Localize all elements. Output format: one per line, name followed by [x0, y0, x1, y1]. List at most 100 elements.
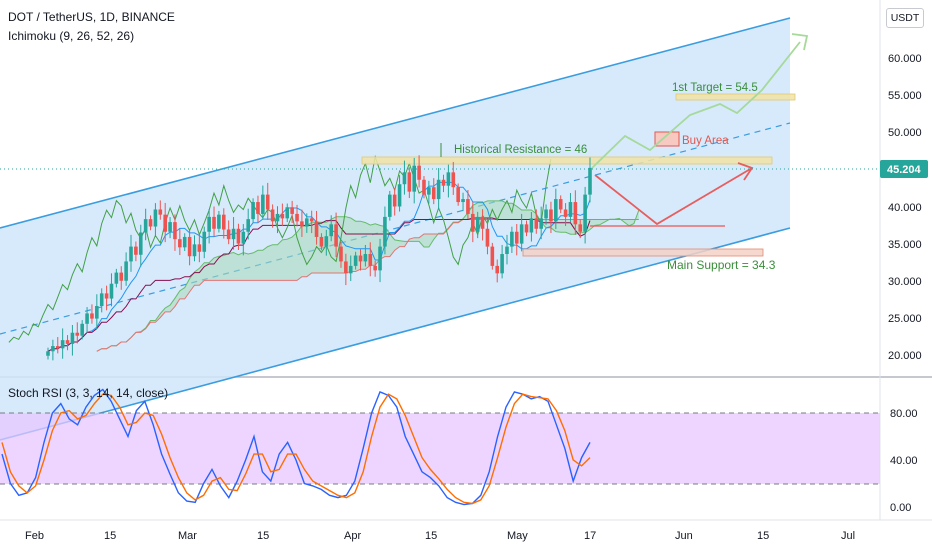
candle-body[interactable]	[427, 187, 431, 195]
candle-body[interactable]	[563, 209, 568, 217]
candle-body[interactable]	[46, 351, 50, 356]
candle-body[interactable]	[182, 236, 187, 248]
candle-body[interactable]	[573, 202, 578, 225]
candle-body[interactable]	[334, 224, 338, 247]
candle-body[interactable]	[309, 218, 314, 222]
candle-body[interactable]	[109, 283, 114, 299]
candle-body[interactable]	[529, 218, 534, 233]
candle-body[interactable]	[99, 293, 104, 306]
candle-body[interactable]	[129, 246, 133, 262]
candle-body[interactable]	[241, 231, 246, 244]
candle-body[interactable]	[168, 222, 172, 232]
candle-body[interactable]	[202, 231, 207, 252]
candle-body[interactable]	[485, 228, 490, 247]
candle-body[interactable]	[358, 255, 363, 262]
candle-body[interactable]	[329, 224, 334, 237]
candle-body[interactable]	[212, 216, 216, 229]
ichimoku-indicator-title[interactable]: Ichimoku (9, 26, 52, 26)	[8, 29, 135, 43]
candle-body[interactable]	[148, 219, 153, 227]
candle-body[interactable]	[280, 213, 285, 219]
stoch-indicator-title[interactable]: Stoch RSI (3, 3, 14, 14, close)	[8, 386, 169, 400]
candle-body[interactable]	[265, 194, 270, 210]
candle-body[interactable]	[261, 194, 265, 214]
candle-body[interactable]	[583, 194, 587, 232]
candle-body[interactable]	[568, 202, 573, 217]
candle-body[interactable]	[114, 272, 119, 284]
candle-body[interactable]	[378, 246, 382, 271]
candle-body[interactable]	[505, 246, 509, 255]
candle-body[interactable]	[363, 254, 368, 262]
candle-body[interactable]	[304, 218, 309, 227]
candle-body[interactable]	[226, 229, 231, 240]
candle-body[interactable]	[353, 255, 358, 266]
candle-body[interactable]	[124, 261, 128, 281]
candle-body[interactable]	[314, 221, 319, 237]
candle-body[interactable]	[407, 172, 412, 192]
candle-body[interactable]	[90, 313, 94, 319]
candle-body[interactable]	[436, 179, 441, 200]
candle-body[interactable]	[500, 254, 504, 274]
candle-body[interactable]	[158, 209, 163, 215]
candle-body[interactable]	[549, 209, 553, 222]
time-axis[interactable]: Feb 15 Mar 15 Apr 15 May 17 Jun 15 Jul	[25, 530, 855, 542]
candle-body[interactable]	[446, 172, 451, 186]
candle-body[interactable]	[324, 236, 329, 247]
candle-body[interactable]	[397, 184, 402, 207]
candle-body[interactable]	[197, 244, 202, 252]
candle-body[interactable]	[85, 313, 89, 324]
candle-body[interactable]	[554, 199, 558, 222]
candle-body[interactable]	[558, 199, 563, 210]
candle-body[interactable]	[251, 202, 255, 220]
candle-body[interactable]	[578, 224, 583, 232]
candle-body[interactable]	[65, 340, 70, 344]
candle-body[interactable]	[588, 167, 592, 195]
candle-body[interactable]	[134, 246, 138, 255]
candle-body[interactable]	[51, 346, 55, 352]
candle-body[interactable]	[187, 236, 192, 257]
candle-body[interactable]	[495, 265, 500, 274]
candle-body[interactable]	[153, 209, 158, 227]
candle-body[interactable]	[270, 209, 275, 222]
candle-body[interactable]	[422, 179, 426, 195]
candle-body[interactable]	[475, 216, 480, 232]
symbol-title[interactable]: DOT / TetherUS, 1D, BINANCE	[8, 10, 175, 24]
candle-body[interactable]	[290, 207, 294, 214]
candle-body[interactable]	[300, 221, 304, 227]
candle-body[interactable]	[138, 232, 143, 255]
candle-body[interactable]	[431, 187, 436, 200]
candle-body[interactable]	[402, 172, 407, 185]
candle-body[interactable]	[392, 194, 397, 207]
candle-body[interactable]	[207, 216, 211, 232]
stoch-axis[interactable]: 80.00 40.00 0.00	[890, 408, 918, 514]
candle-body[interactable]	[70, 332, 75, 344]
candle-body[interactable]	[344, 261, 348, 274]
candle-body[interactable]	[178, 239, 182, 248]
candle-body[interactable]	[285, 207, 290, 219]
candle-body[interactable]	[490, 246, 495, 266]
candle-body[interactable]	[544, 209, 548, 219]
candle-body[interactable]	[246, 219, 250, 232]
candle-body[interactable]	[119, 272, 124, 281]
candle-body[interactable]	[348, 265, 353, 274]
candle-body[interactable]	[95, 305, 99, 319]
candle-body[interactable]	[417, 165, 421, 180]
candle-body[interactable]	[373, 265, 377, 271]
candle-body[interactable]	[60, 340, 65, 349]
candle-body[interactable]	[163, 214, 167, 232]
price-axis[interactable]: 60.000 55.000 50.000 40.000 35.000 30.00…	[888, 53, 922, 362]
candle-body[interactable]	[236, 228, 241, 244]
candle-body[interactable]	[461, 199, 465, 203]
candle-body[interactable]	[466, 199, 470, 214]
candle-body[interactable]	[451, 172, 456, 188]
candle-body[interactable]	[221, 214, 226, 230]
candle-body[interactable]	[480, 216, 485, 229]
candle-body[interactable]	[388, 194, 392, 217]
candle-body[interactable]	[275, 213, 280, 222]
candle-body[interactable]	[539, 218, 543, 229]
candle-body[interactable]	[471, 213, 475, 232]
candle-body[interactable]	[256, 202, 260, 214]
candle-body[interactable]	[534, 218, 539, 229]
candle-body[interactable]	[231, 228, 236, 240]
